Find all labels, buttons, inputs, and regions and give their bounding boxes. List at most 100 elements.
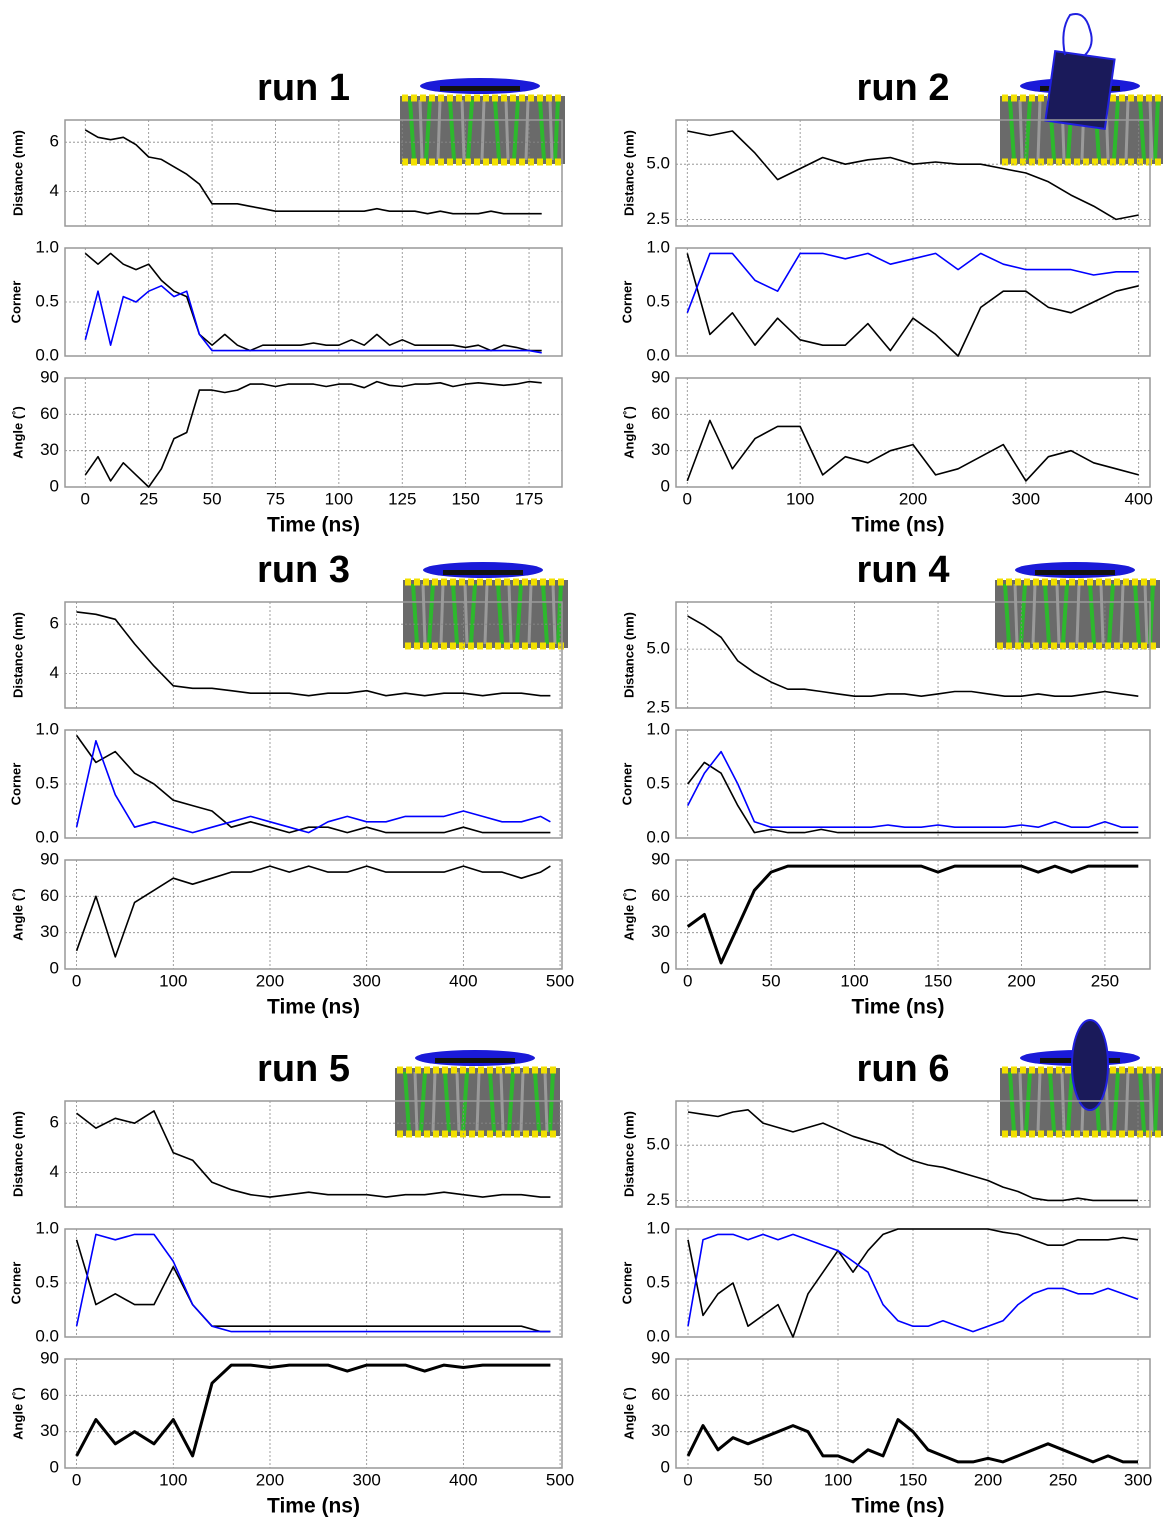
- y-tick-label: 1.0: [646, 1218, 670, 1237]
- plot-frame: [675, 119, 1151, 227]
- y-axis-label: Corner: [619, 763, 634, 806]
- x-tick-label: 0: [72, 1470, 81, 1489]
- y-tick-label: 0: [661, 476, 670, 495]
- x-axis-label: Time (ns): [852, 1495, 945, 1518]
- y-tick-label: 0.5: [646, 291, 670, 310]
- plot-frame: [64, 601, 563, 709]
- x-axis-label: Time (ns): [267, 996, 360, 1019]
- data-line: [75, 865, 551, 958]
- y-tick-label: 0.5: [35, 291, 59, 310]
- chart-title: run 5: [257, 1048, 350, 1090]
- y-tick-label: 0: [50, 1457, 59, 1476]
- y-tick-label: 0.0: [646, 345, 670, 364]
- y-tick-label: 0.5: [646, 773, 670, 792]
- y-tick-label: 90: [651, 849, 670, 868]
- y-tick-label: 1.0: [35, 719, 59, 738]
- x-tick-label: 400: [1125, 489, 1153, 508]
- y-tick-label: 90: [651, 367, 670, 386]
- plot-frame: [64, 1358, 563, 1469]
- y-axis-label: Angle (˚): [10, 1387, 25, 1440]
- x-tick-label: 150: [451, 489, 479, 508]
- x-tick-label: 0: [683, 489, 692, 508]
- y-tick-label: 90: [40, 1348, 59, 1367]
- y-tick-label: 90: [40, 367, 59, 386]
- y-axis-label: Distance (nm): [621, 130, 636, 216]
- y-tick-label: 0.5: [35, 1272, 59, 1291]
- y-axis-label: Distance (nm): [10, 130, 25, 216]
- y-tick-label: 5.0: [646, 639, 670, 658]
- data-line: [75, 1239, 551, 1333]
- y-axis-label: Corner: [619, 281, 634, 324]
- y-axis-label: Distance (nm): [621, 612, 636, 698]
- x-tick-label: 125: [388, 489, 416, 508]
- x-tick-label: 100: [840, 971, 868, 990]
- y-axis-label: Distance (nm): [10, 612, 25, 698]
- x-axis-label: Time (ns): [852, 996, 945, 1019]
- y-tick-label: 1.0: [35, 1218, 59, 1237]
- y-tick-label: 30: [40, 922, 59, 941]
- y-tick-label: 4: [50, 181, 59, 200]
- data-line: [75, 1233, 551, 1333]
- chart-title: run 4: [857, 549, 950, 591]
- plot-frame: [675, 729, 1151, 839]
- x-tick-label: 150: [899, 1470, 927, 1489]
- y-axis-label: Distance (nm): [10, 1111, 25, 1197]
- y-axis-label: Angle (˚): [621, 888, 636, 941]
- y-axis-label: Angle (˚): [10, 406, 25, 459]
- plot-frame: [675, 1100, 1151, 1208]
- y-tick-label: 30: [40, 1421, 59, 1440]
- x-tick-label: 250: [1049, 1470, 1077, 1489]
- y-tick-label: 60: [651, 404, 670, 423]
- chart-title: run 1: [257, 67, 350, 109]
- y-tick-label: 60: [651, 1385, 670, 1404]
- x-tick-label: 200: [899, 489, 927, 508]
- chart-title: run 2: [857, 67, 950, 109]
- x-tick-label: 50: [762, 971, 781, 990]
- data-line: [76, 611, 551, 697]
- y-tick-label: 60: [40, 1385, 59, 1404]
- y-tick-label: 6: [50, 1113, 59, 1132]
- y-tick-label: 4: [50, 1162, 59, 1181]
- y-tick-label: 6: [50, 614, 59, 633]
- y-axis-label: Corner: [8, 281, 23, 324]
- data-line: [84, 129, 542, 215]
- data-line: [76, 1110, 551, 1198]
- data-line: [75, 740, 551, 834]
- y-tick-label: 0.0: [35, 827, 59, 846]
- y-axis-label: Corner: [619, 1262, 634, 1305]
- x-tick-label: 0: [683, 971, 692, 990]
- data-line: [687, 761, 1139, 834]
- y-tick-label: 0: [661, 958, 670, 977]
- y-tick-label: 4: [50, 663, 59, 682]
- y-axis-label: Distance (nm): [621, 1111, 636, 1197]
- y-tick-label: 2.5: [646, 697, 670, 716]
- y-tick-label: 2.5: [646, 209, 670, 228]
- y-tick-label: 60: [40, 886, 59, 905]
- y-tick-label: 0.0: [646, 827, 670, 846]
- y-tick-label: 90: [40, 849, 59, 868]
- x-tick-label: 50: [754, 1470, 773, 1489]
- y-axis-label: Angle (˚): [621, 406, 636, 459]
- x-tick-label: 300: [352, 1470, 380, 1489]
- x-tick-label: 100: [159, 971, 187, 990]
- x-tick-label: 100: [786, 489, 814, 508]
- y-tick-label: 90: [651, 1348, 670, 1367]
- x-tick-label: 400: [449, 971, 477, 990]
- x-tick-label: 400: [449, 1470, 477, 1489]
- data-line: [84, 380, 542, 488]
- data-line: [686, 864, 1139, 965]
- x-tick-label: 0: [683, 1470, 692, 1489]
- data-line: [686, 1418, 1138, 1464]
- x-tick-label: 0: [72, 971, 81, 990]
- x-tick-label: 175: [515, 489, 543, 508]
- y-tick-label: 0.5: [646, 1272, 670, 1291]
- data-line: [687, 130, 1139, 221]
- data-line: [686, 750, 1139, 828]
- y-tick-label: 60: [40, 404, 59, 423]
- y-tick-label: 30: [651, 1421, 670, 1440]
- plot-frame: [64, 247, 563, 357]
- plot-frame: [675, 1358, 1151, 1469]
- x-axis-label: Time (ns): [852, 514, 945, 537]
